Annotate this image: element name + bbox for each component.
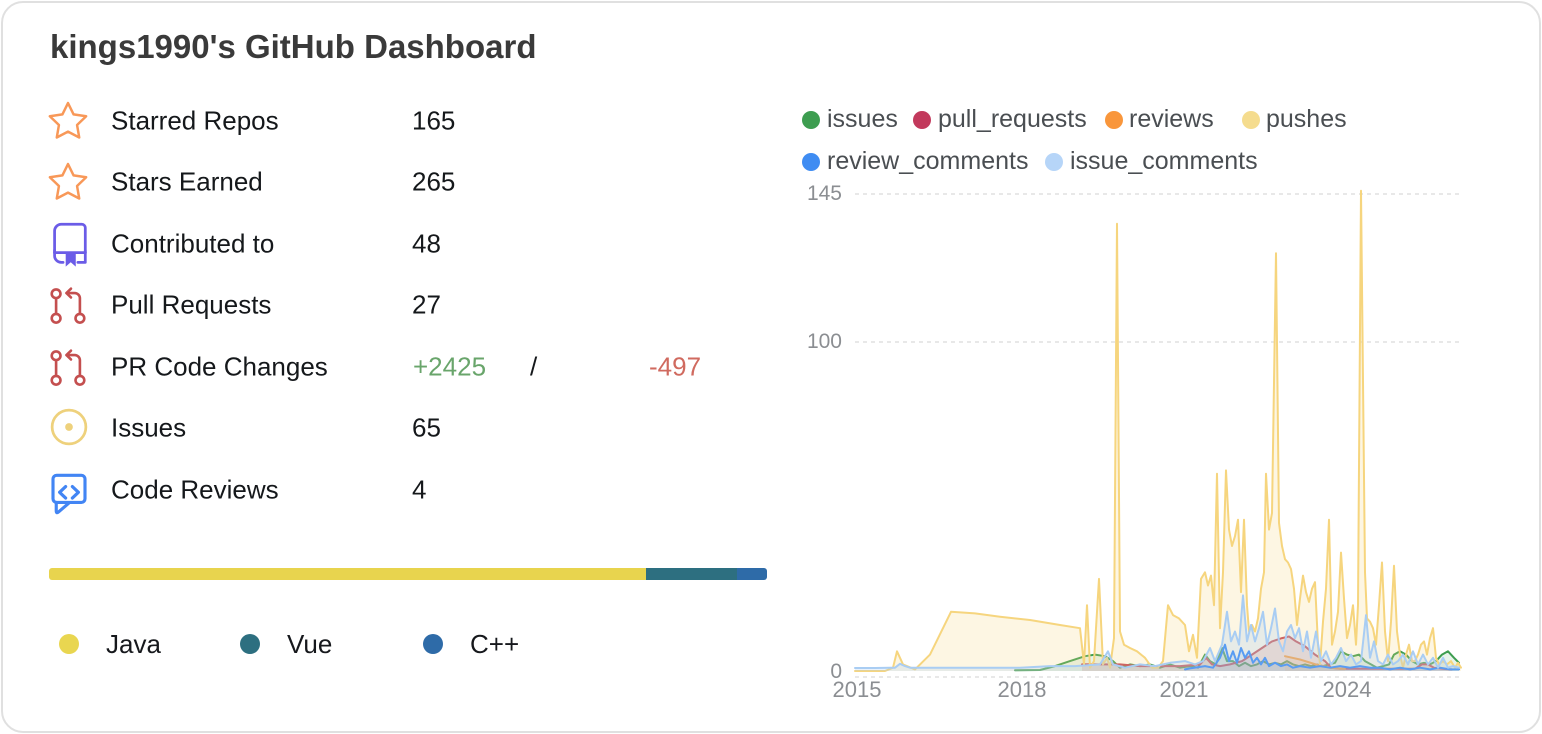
svg-text:2024: 2024	[1323, 677, 1372, 702]
svg-text:2015: 2015	[833, 677, 882, 702]
svg-text:0: 0	[830, 660, 842, 683]
svg-text:100: 100	[807, 330, 842, 353]
svg-text:145: 145	[807, 182, 842, 205]
svg-text:2018: 2018	[998, 677, 1047, 702]
svg-text:2021: 2021	[1160, 677, 1209, 702]
